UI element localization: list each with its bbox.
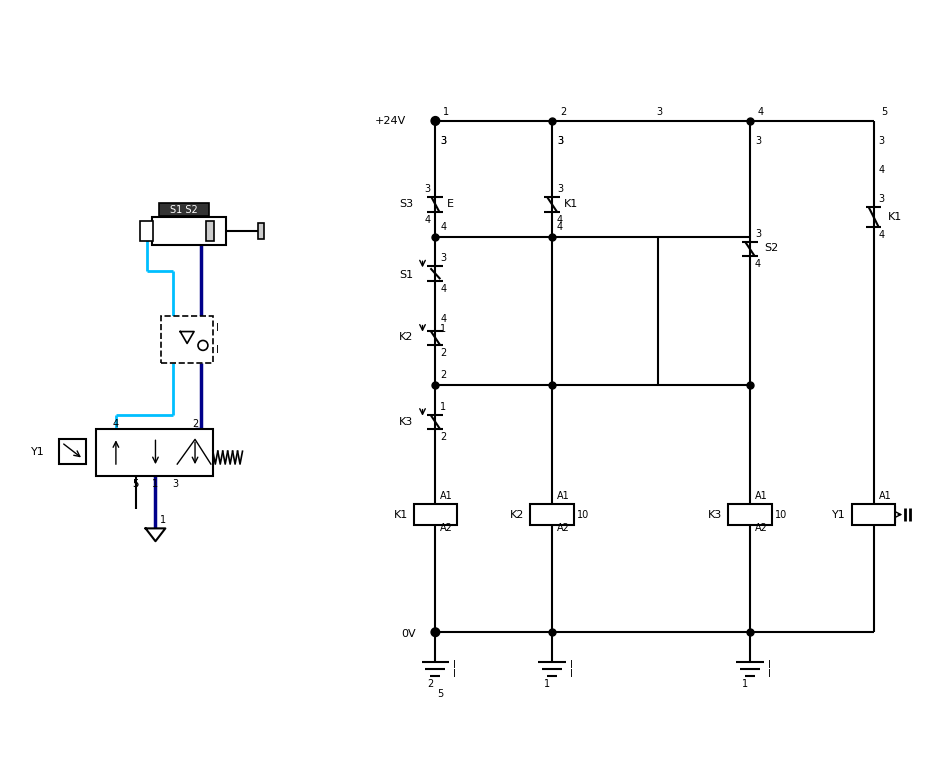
Text: A1: A1 xyxy=(557,491,570,501)
Text: 2: 2 xyxy=(560,107,566,117)
Text: 1: 1 xyxy=(742,678,748,689)
Text: K1: K1 xyxy=(888,212,902,222)
Text: 2: 2 xyxy=(440,370,447,380)
Text: S1 S2: S1 S2 xyxy=(170,205,198,215)
Text: 5: 5 xyxy=(132,479,139,489)
Bar xyxy=(160,203,208,216)
Text: A2: A2 xyxy=(557,523,570,533)
Text: 3: 3 xyxy=(440,136,446,146)
Text: K1: K1 xyxy=(393,510,408,520)
Text: 2: 2 xyxy=(440,349,447,359)
Text: 3: 3 xyxy=(656,107,662,117)
Text: 3: 3 xyxy=(172,479,178,489)
Text: 10: 10 xyxy=(775,510,787,520)
Text: 3: 3 xyxy=(557,184,563,194)
Text: 4: 4 xyxy=(424,215,430,225)
Text: 3: 3 xyxy=(557,136,563,146)
Text: I: I xyxy=(768,669,771,679)
Bar xyxy=(728,504,772,526)
Bar xyxy=(140,221,153,240)
Text: K3: K3 xyxy=(708,510,722,520)
Text: 1: 1 xyxy=(544,678,550,689)
Bar xyxy=(206,221,214,240)
Text: 1: 1 xyxy=(440,402,446,412)
Bar xyxy=(413,504,457,526)
Text: 2: 2 xyxy=(192,419,198,429)
Bar xyxy=(96,430,213,476)
Text: A2: A2 xyxy=(755,523,768,533)
Text: 3: 3 xyxy=(755,229,761,239)
Text: I: I xyxy=(454,669,456,679)
Text: S3: S3 xyxy=(399,199,413,209)
Text: 4: 4 xyxy=(758,107,764,117)
Text: I: I xyxy=(216,323,219,333)
Text: 10: 10 xyxy=(577,510,589,520)
Bar xyxy=(151,217,225,244)
Text: 4: 4 xyxy=(440,314,446,324)
Text: 5: 5 xyxy=(882,107,887,117)
Text: 2: 2 xyxy=(440,433,447,443)
Text: I: I xyxy=(216,346,219,356)
Text: 3: 3 xyxy=(879,194,885,204)
Text: 4: 4 xyxy=(440,222,446,232)
Text: S2: S2 xyxy=(764,243,779,253)
Bar xyxy=(852,504,895,526)
Text: 0V: 0V xyxy=(401,629,416,639)
Text: 4: 4 xyxy=(557,215,563,225)
Text: I: I xyxy=(768,660,771,670)
Text: K2: K2 xyxy=(399,333,413,343)
Text: 4: 4 xyxy=(440,284,446,294)
Text: K1: K1 xyxy=(564,199,578,209)
Text: 4: 4 xyxy=(879,230,885,240)
Text: I: I xyxy=(570,669,573,679)
Text: 3: 3 xyxy=(440,253,446,263)
Bar xyxy=(531,504,574,526)
Text: A1: A1 xyxy=(440,491,454,501)
Text: +24V: +24V xyxy=(375,116,406,126)
Text: I: I xyxy=(570,660,573,670)
Text: 1: 1 xyxy=(440,324,446,333)
Text: 3: 3 xyxy=(557,136,563,146)
Bar xyxy=(258,223,264,239)
Text: K2: K2 xyxy=(510,510,524,520)
Text: 3: 3 xyxy=(879,136,885,146)
Text: 4: 4 xyxy=(113,419,119,429)
Text: A2: A2 xyxy=(440,523,454,533)
Text: 5: 5 xyxy=(132,479,139,489)
Text: S1: S1 xyxy=(399,270,413,280)
Bar xyxy=(162,316,213,363)
Text: I: I xyxy=(454,660,456,670)
Text: A1: A1 xyxy=(879,491,891,501)
Text: 3: 3 xyxy=(424,184,430,194)
Text: Y1: Y1 xyxy=(31,447,45,457)
Text: 4: 4 xyxy=(755,259,761,269)
Text: 1: 1 xyxy=(443,107,450,117)
Text: 4: 4 xyxy=(557,222,563,232)
Text: K3: K3 xyxy=(399,417,413,427)
Text: Y1: Y1 xyxy=(832,510,846,520)
Text: 2: 2 xyxy=(427,678,434,689)
Text: 1: 1 xyxy=(152,479,159,489)
Text: A1: A1 xyxy=(755,491,767,501)
Text: 1: 1 xyxy=(161,516,166,526)
Text: 5: 5 xyxy=(438,688,443,699)
Text: 3: 3 xyxy=(755,136,761,146)
Bar xyxy=(58,439,86,464)
Text: E: E xyxy=(447,199,454,209)
Text: 3: 3 xyxy=(440,136,446,146)
Text: 4: 4 xyxy=(879,166,885,175)
